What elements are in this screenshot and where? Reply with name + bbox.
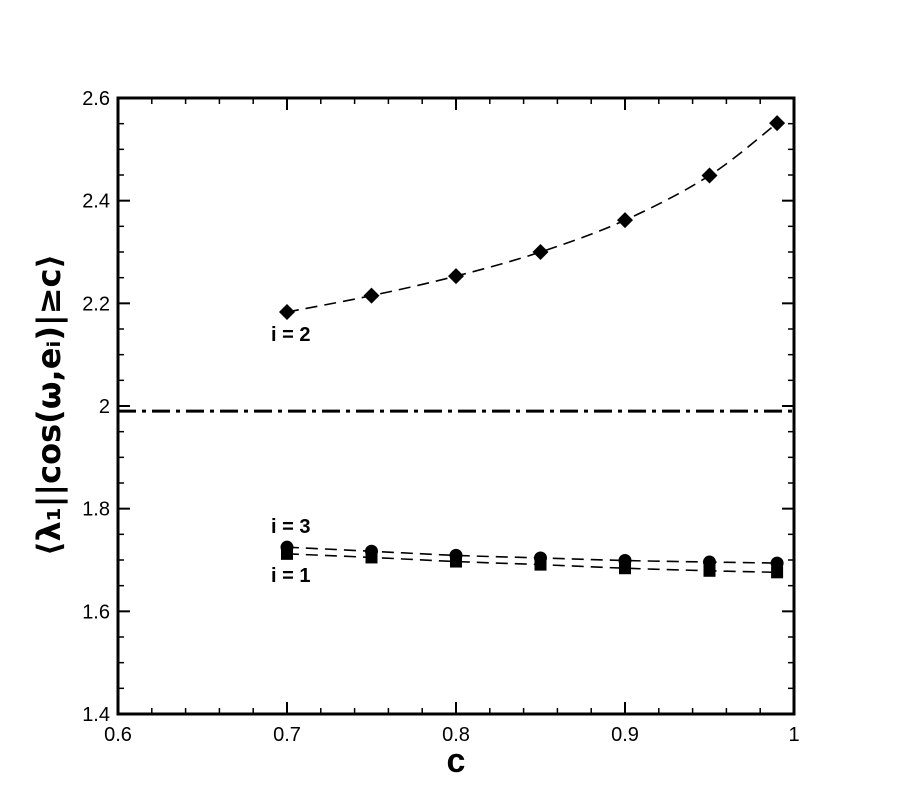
x-tick-label: 0.7	[273, 724, 301, 746]
y-tick-label: 2	[99, 396, 110, 418]
y-tick-label: 1.6	[82, 601, 110, 623]
square-marker	[771, 566, 784, 579]
x-axis-label: c	[447, 742, 466, 780]
series	[286, 122, 778, 574]
square-marker	[450, 555, 462, 568]
series-label-i3: i = 3	[271, 516, 310, 538]
diamond-marker	[448, 268, 464, 285]
y-tick-label: 2.2	[82, 293, 110, 315]
series-labels: i = 2 i = 3 i = 1	[271, 324, 310, 587]
series-line-0	[286, 122, 778, 313]
diamond-marker	[532, 244, 549, 260]
markers	[279, 115, 786, 579]
y-tick-label: 2.4	[82, 191, 110, 213]
x-tick-label: 0.8	[442, 724, 470, 746]
y-axis-label: ⟨λ₁||cos(ω,eᵢ)|≥c⟩	[30, 254, 69, 556]
diamond-marker	[279, 304, 295, 321]
x-tick-label: 0.6	[104, 724, 132, 746]
series-label-i1: i = 1	[271, 565, 310, 587]
square-marker	[365, 551, 378, 564]
square-marker	[534, 558, 547, 571]
x-tick-label: 0.9	[611, 724, 639, 746]
diamond-marker	[769, 115, 786, 132]
x-tick-label: 1	[788, 724, 799, 746]
square-marker	[703, 564, 716, 577]
diamond-marker	[701, 167, 718, 184]
square-marker	[281, 547, 293, 560]
series-label-i2: i = 2	[271, 324, 310, 346]
y-tick-label: 2.6	[82, 88, 110, 110]
square-marker	[619, 562, 631, 575]
y-tick-label: 1.8	[82, 499, 110, 521]
ticks	[117, 97, 795, 715]
y-tick-label: 1.4	[82, 704, 110, 726]
diamond-marker	[363, 287, 380, 304]
diamond-marker	[617, 212, 633, 229]
plot-frame	[116, 96, 796, 716]
axes	[116, 96, 796, 716]
tick-labels: 0.6 0.7 0.8 0.9 1 1.4 1.6 1.8 2 2.2 2.4 2.6	[82, 88, 799, 746]
